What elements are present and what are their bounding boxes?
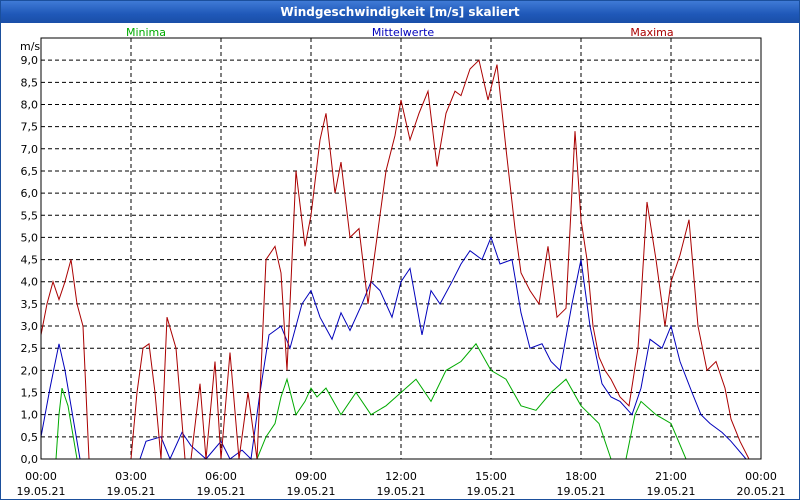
x-tick-date: 19.05.21 xyxy=(107,485,156,498)
y-tick-label: 3,0 xyxy=(21,320,39,333)
y-tick-label: 5,5 xyxy=(21,209,39,222)
x-tick-date: 19.05.21 xyxy=(377,485,426,498)
x-tick-time: 06:00 xyxy=(205,470,237,483)
y-tick-label: 7,0 xyxy=(21,143,39,156)
legend: Minima Mittelwerte Maxima xyxy=(126,26,674,39)
legend-mittelwerte: Mittelwerte xyxy=(372,26,435,39)
y-tick-label: 4,5 xyxy=(21,254,39,267)
series-line-maxima xyxy=(40,59,761,460)
y-axis-ticks: 0,0 0,5 1,0 1,5 2,0 2,5 3,0 3,5 4,0 4,5 5,0 5,5 6,0 6… xyxy=(21,54,39,466)
plot-frame xyxy=(40,37,762,460)
x-tick-time: 21:00 xyxy=(655,470,687,483)
x-tick-time: 18:00 xyxy=(565,470,597,483)
y-tick-label: 7,5 xyxy=(21,121,39,134)
x-tick-date: 19.05.21 xyxy=(467,485,516,498)
y-tick-label: 0,5 xyxy=(21,431,39,444)
y-tick-label: 0,0 xyxy=(21,453,39,466)
x-tick-time: 03:00 xyxy=(115,470,147,483)
y-tick-label: 2,0 xyxy=(21,364,39,377)
y-tick-label: 1,0 xyxy=(21,409,39,422)
x-axis-ticks: 00:00 19.05.21 03:00 19.05.21 06:00 19.05.21 0… xyxy=(17,470,786,498)
x-tick-time: 15:00 xyxy=(475,470,507,483)
y-tick-label: 9,0 xyxy=(21,54,39,67)
x-tick-date: 19.05.21 xyxy=(197,485,246,498)
y-tick-label: 6,0 xyxy=(21,187,39,200)
x-tick-time: 00:00 xyxy=(25,470,57,483)
x-tick-time: 12:00 xyxy=(385,470,417,483)
x-tick-time: 00:00 xyxy=(745,470,777,483)
y-tick-label: 8,0 xyxy=(21,98,39,111)
y-tick-label: 8,5 xyxy=(21,76,39,89)
y-tick-label: 1,5 xyxy=(21,387,39,400)
y-axis-label: m/s xyxy=(20,40,40,53)
y-tick-label: 4,0 xyxy=(21,276,39,289)
x-tick-date: 19.05.21 xyxy=(557,485,606,498)
x-tick-date: 19.05.21 xyxy=(287,485,336,498)
x-tick-time: 09:00 xyxy=(295,470,327,483)
legend-minima: Minima xyxy=(126,26,166,39)
y-tick-label: 2,5 xyxy=(21,342,39,355)
series-line-mittelwerte xyxy=(40,235,761,461)
y-tick-label: 3,5 xyxy=(21,298,39,311)
x-tick-date: 19.05.21 xyxy=(17,485,66,498)
x-tick-date: 20.05.21 xyxy=(737,485,786,498)
y-tick-label: 6,5 xyxy=(21,165,39,178)
window-title: Windgeschwindigkeit [m/s] skaliert xyxy=(1,1,799,23)
legend-maxima: Maxima xyxy=(630,26,673,39)
x-tick-date: 19.05.21 xyxy=(647,485,696,498)
y-tick-label: 5,0 xyxy=(21,231,39,244)
